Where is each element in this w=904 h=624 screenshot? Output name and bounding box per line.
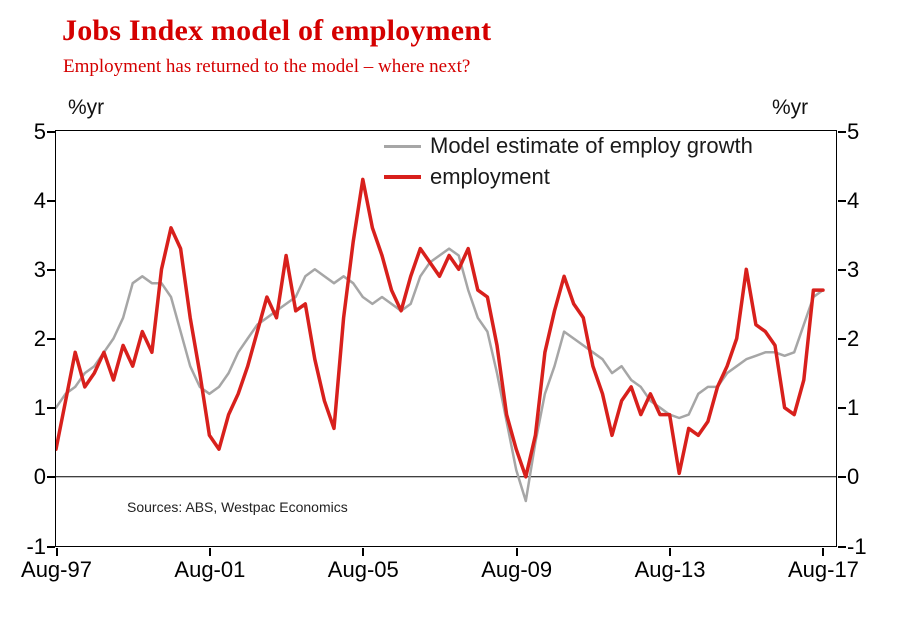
series-line-employment: [56, 177, 825, 479]
legend: Model estimate of employ growth employme…: [384, 133, 753, 190]
x-tick-label: Aug-01: [174, 557, 246, 582]
y-tick-label-right: 0: [847, 464, 860, 490]
y-tick-mark-right: [838, 476, 846, 479]
chart-title: Jobs Index model of employment: [62, 14, 492, 47]
x-tick-mark: [55, 548, 58, 556]
y-tick-label-right: 2: [847, 326, 860, 351]
y-tick-label-right: 5: [847, 118, 860, 144]
y-tick-label-left: 5: [33, 118, 46, 144]
y-tick-label-left: 0: [33, 464, 46, 490]
y-tick-mark-left: [47, 407, 55, 410]
model-line-sample: [384, 144, 421, 148]
y-tick-label-right: 3: [847, 256, 860, 282]
y-tick-label-left: 2: [33, 326, 46, 351]
y-tick-mark-right: [838, 199, 846, 202]
y-tick-mark-left: [47, 130, 55, 133]
y-axis-unit-right: %yr: [772, 96, 809, 119]
legend-label-employment: employment: [430, 164, 550, 189]
x-tick-mark: [362, 548, 365, 556]
y-axis-unit-left: %yr: [68, 96, 105, 119]
y-tick-label-left: 1: [33, 395, 46, 421]
y-tick-label-right: 1: [847, 395, 860, 421]
y-tick-label-left: -1: [26, 533, 46, 559]
y-tick-label-right: 4: [847, 187, 860, 213]
legend-item-model: Model estimate of employ growth: [384, 133, 753, 159]
x-tick-label: Aug-97: [21, 557, 92, 582]
x-tick-label: Aug-13: [634, 557, 706, 582]
y-tick-mark-left: [47, 476, 55, 479]
sources-note: Sources: ABS, Westpac Economics: [127, 499, 348, 515]
x-tick-label: Aug-17: [787, 557, 859, 582]
y-tick-mark-left: [47, 268, 55, 271]
y-tick-mark-left: [47, 545, 55, 548]
y-tick-label-left: 3: [33, 256, 46, 282]
y-tick-label-right: -1: [847, 533, 867, 559]
y-tick-mark-left: [47, 199, 55, 202]
chart-subtitle: Employment has returned to the model – w…: [63, 56, 471, 77]
x-tick-mark: [669, 548, 672, 556]
y-tick-mark-right: [838, 338, 846, 340]
x-tick-mark: [515, 548, 518, 556]
legend-item-employment: employment: [384, 164, 753, 190]
x-tick-mark: [208, 548, 211, 556]
y-tick-mark-right: [838, 268, 846, 271]
x-tick-label: Aug-05: [327, 557, 399, 582]
y-tick-label-left: 4: [33, 187, 46, 213]
y-tick-mark-left: [47, 338, 55, 340]
plot-area: [55, 130, 837, 547]
legend-label-model: Model estimate of employ growth: [430, 133, 753, 158]
y-tick-mark-right: [838, 130, 846, 133]
employment-line-sample: [384, 175, 421, 179]
x-tick-mark: [822, 548, 825, 556]
y-tick-mark-right: [838, 545, 846, 548]
series-line-model: [56, 247, 825, 503]
chart-canvas: [56, 177, 836, 503]
y-tick-mark-right: [838, 407, 846, 410]
x-tick-label: Aug-09: [481, 557, 553, 582]
